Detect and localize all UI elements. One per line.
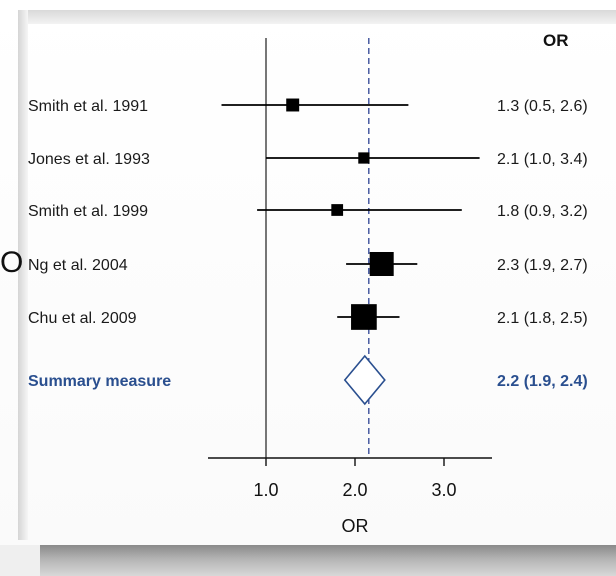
study-label: Ng et al. 2004 [28, 257, 128, 274]
x-tick-label: 2.0 [342, 480, 367, 500]
x-axis-ticks: 1.0 2.0 3.0 [253, 458, 456, 500]
study-row: Ng et al. 2004 2.3 (1.9, 2.7) [28, 252, 588, 276]
study-label: Smith et al. 1999 [28, 203, 148, 220]
summary-label: Summary measure [28, 373, 171, 390]
study-label: Chu et al. 2009 [28, 310, 137, 327]
study-or-ci-text: 1.3 (0.5, 2.6) [497, 98, 588, 115]
study-row: Chu et al. 2009 2.1 (1.8, 2.5) [28, 304, 588, 330]
point-estimate-square [331, 204, 343, 216]
point-estimate-square [286, 99, 299, 112]
study-or-ci-text: 2.1 (1.0, 3.4) [497, 151, 588, 168]
x-tick-label: 3.0 [431, 480, 456, 500]
summary-row: Summary measure 2.2 (1.9, 2.4) [28, 356, 588, 404]
study-label: Jones et al. 1993 [28, 151, 150, 168]
x-tick-label: 1.0 [253, 480, 278, 500]
study-or-ci-text: 1.8 (0.9, 3.2) [497, 203, 588, 220]
point-estimate-square [370, 252, 394, 276]
study-row: Smith et al. 1991 1.3 (0.5, 2.6) [28, 98, 588, 115]
study-or-ci-text: 2.1 (1.8, 2.5) [497, 310, 588, 327]
study-or-ci-text: 2.3 (1.9, 2.7) [497, 257, 588, 274]
or-column-header: OR [543, 31, 569, 50]
summary-or-ci-text: 2.2 (1.9, 2.4) [497, 373, 588, 390]
x-axis-title: OR [342, 516, 369, 536]
study-row: Jones et al. 1993 2.1 (1.0, 3.4) [28, 151, 588, 168]
summary-diamond [345, 356, 385, 404]
study-label: Smith et al. 1991 [28, 98, 148, 115]
point-estimate-square [351, 304, 377, 330]
study-row: Smith et al. 1999 1.8 (0.9, 3.2) [28, 203, 588, 220]
study-rows: Smith et al. 1991 1.3 (0.5, 2.6) Jones et … [28, 98, 588, 330]
point-estimate-square [358, 152, 369, 163]
